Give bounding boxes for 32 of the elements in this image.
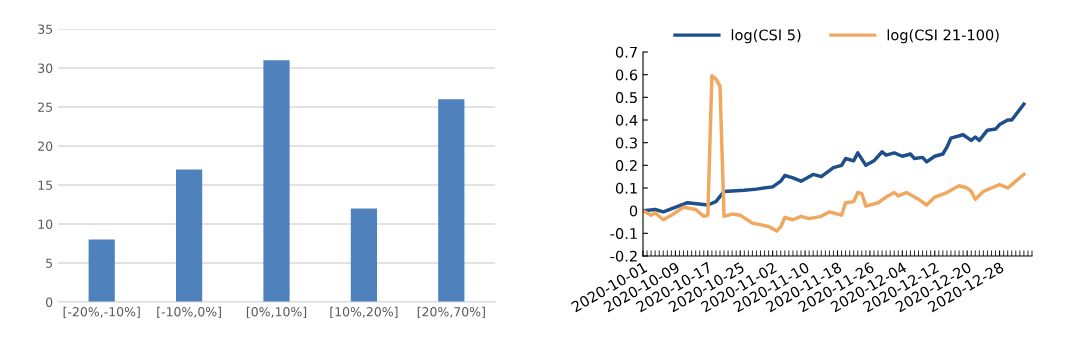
- bar: [175, 169, 203, 302]
- y-tick-label: 0.4: [615, 114, 638, 126]
- y-tick-label: 0: [46, 297, 53, 307]
- y-tick-label: 35: [38, 24, 53, 34]
- x-tick-label: [-20%,-10%]: [63, 306, 140, 319]
- y-tick-label: 20: [38, 141, 53, 151]
- y-tick-label: 0.7: [615, 46, 637, 58]
- line-series: [643, 74, 1026, 233]
- y-tick-label: 25: [38, 102, 53, 112]
- bar: [263, 60, 290, 302]
- x-tick-label: [20%,70%]: [417, 306, 485, 319]
- y-tick-label: -0.2: [610, 250, 637, 262]
- y-tick-label: 15: [38, 180, 53, 190]
- x-tick-label: [-10%,0%]: [157, 306, 221, 319]
- y-tick-label: 0.1: [615, 182, 637, 194]
- x-tick-label: [0%,10%]: [246, 306, 307, 319]
- bar: [438, 99, 465, 302]
- bar: [350, 208, 378, 302]
- legend-label: log(CSI 21-100): [887, 29, 999, 44]
- y-tick-label: 0.3: [615, 137, 637, 149]
- y-tick-label: 0.2: [615, 160, 637, 172]
- y-tick-label: 0: [629, 205, 638, 217]
- y-tick-label: -0.1: [610, 228, 637, 240]
- y-tick-label: 30: [38, 63, 53, 73]
- x-tick-label: [10%,20%]: [330, 306, 398, 319]
- y-tick-label: 0.6: [615, 69, 638, 81]
- y-tick-label: 5: [46, 258, 53, 268]
- legend-label: log(CSI 5): [731, 29, 801, 44]
- y-tick-label: 10: [38, 219, 53, 229]
- y-tick-label: 0.5: [615, 92, 637, 104]
- line-series: [643, 102, 1026, 214]
- bar: [88, 239, 115, 302]
